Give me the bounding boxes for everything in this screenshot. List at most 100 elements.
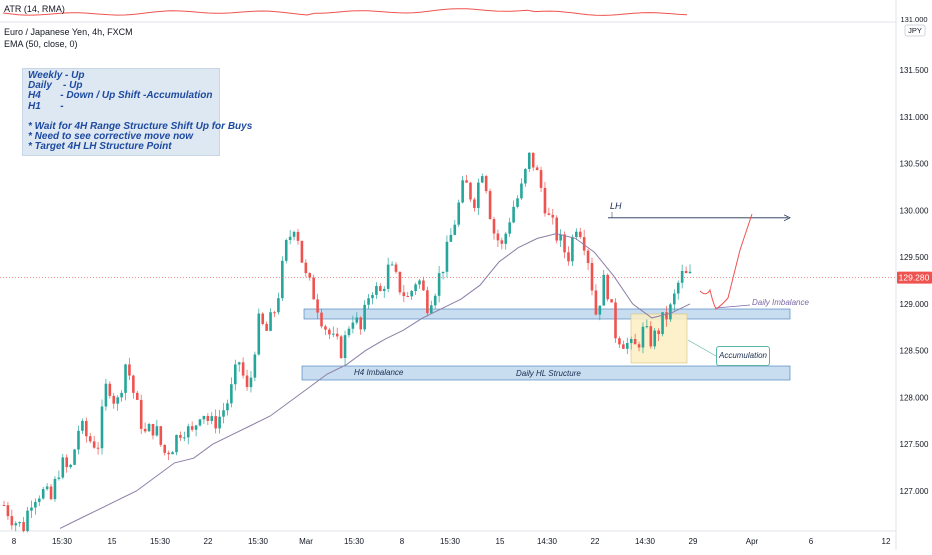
candle-body [202, 415, 206, 420]
atr-indicator-label[interactable]: ATR (14, RMA) [4, 4, 65, 14]
note-line: * Target 4H LH Structure Point [28, 141, 172, 153]
candle-body [175, 435, 178, 453]
candle-body [241, 362, 245, 376]
candle-body [433, 295, 437, 306]
candle-body [676, 282, 680, 294]
candle-body [226, 403, 229, 411]
candle-body [449, 234, 453, 242]
candle-body [508, 222, 511, 234]
candle-body [151, 423, 155, 436]
candle-body [586, 250, 590, 264]
candle-body [296, 231, 300, 241]
current-price-tag [897, 271, 932, 284]
candle-body [473, 199, 476, 208]
candle-body [139, 399, 143, 429]
y-tick-label: 128.000 [900, 393, 929, 402]
candle-body [49, 486, 53, 500]
candle-body [69, 464, 72, 468]
candle-body [237, 362, 241, 365]
analysis-note-box[interactable]: Weekly - Up Daily - Up H4 - Down / Up Shif… [22, 68, 253, 156]
candle-body [484, 176, 488, 192]
candle-body [602, 274, 606, 306]
candle-body [249, 377, 253, 388]
candle-body [375, 286, 378, 295]
daily-imbalance-label: Daily Imbalance [752, 298, 809, 307]
candle-body [500, 240, 504, 244]
candle-body [496, 233, 500, 241]
accumulation-callout[interactable]: Accumulation [716, 346, 770, 366]
candle-body [386, 264, 390, 289]
current-price-value: 129.280 [899, 273, 930, 283]
candle-body [461, 180, 464, 203]
candle-body [402, 292, 406, 297]
candle-body [582, 237, 586, 251]
candle-body [26, 510, 29, 532]
candle-body [531, 152, 535, 168]
candle-body [453, 224, 457, 235]
symbol-title[interactable]: Euro / Japanese Yen, 4h, FXCM [4, 27, 133, 37]
x-tick-label: 15:30 [150, 537, 171, 546]
candle-body [426, 290, 429, 314]
candle-body [590, 263, 594, 291]
candle-body [88, 436, 92, 442]
candle-body [45, 486, 49, 490]
candle-body [535, 167, 539, 171]
candle-body [308, 273, 312, 278]
candle-body [578, 231, 582, 238]
note-line: * Need to see corrective move now [28, 131, 194, 143]
y-tick-label: 129.500 [900, 253, 929, 262]
candle-body [281, 260, 284, 299]
candle-body [437, 273, 441, 296]
candle-body [124, 364, 127, 393]
candle-body [261, 313, 265, 324]
candle-body [190, 426, 194, 430]
candle-body [284, 239, 288, 261]
y-tick-label: 131.500 [900, 66, 929, 75]
candle-body [563, 234, 566, 253]
candle-body [65, 457, 69, 468]
x-tick-label: 15:30 [52, 537, 73, 546]
candle-body [551, 214, 555, 218]
candle-body [77, 430, 80, 450]
candle-body [355, 317, 359, 323]
candle-body [488, 191, 492, 220]
candle-body [414, 284, 417, 292]
candle-body [665, 312, 668, 320]
candle-body [527, 152, 531, 169]
candle-body [155, 426, 159, 436]
candle-body [673, 293, 676, 305]
candle-body [649, 326, 653, 347]
candle-body [480, 176, 484, 183]
candle-body [520, 183, 523, 199]
note-line: * Wait for 4H Range Structure Shift Up f… [28, 120, 253, 132]
candle-body [382, 288, 386, 291]
candle-body [367, 298, 370, 305]
y-tick-label: 131.000 [900, 113, 929, 122]
atr-line [2, 8, 688, 16]
candle-body [610, 299, 613, 303]
candle-body [116, 397, 119, 404]
candle-body [120, 392, 123, 398]
candle-body [132, 375, 135, 393]
daily-imbalance-zone [303, 308, 791, 320]
candle-body [37, 498, 41, 502]
candle-body [625, 343, 629, 349]
candle-body [112, 395, 116, 404]
top-price-tick: 131.000 [900, 15, 927, 24]
candle-body [143, 428, 147, 432]
candle-body [622, 344, 625, 349]
candle-body [167, 452, 170, 455]
candle-body [669, 304, 672, 320]
candle-body [680, 270, 684, 283]
note-line: H1 - [28, 100, 64, 112]
candle-body [96, 447, 100, 449]
x-tick-label: Mar [299, 537, 313, 546]
candle-body [171, 452, 174, 455]
accumulation-connector [687, 339, 717, 357]
ema-indicator-label[interactable]: EMA (50, close, 0) [4, 39, 78, 49]
candle-body [504, 233, 508, 244]
candle-body [163, 444, 167, 453]
y-tick-label: 130.500 [900, 160, 929, 169]
candle-body [269, 312, 272, 331]
candle-body [351, 322, 355, 329]
